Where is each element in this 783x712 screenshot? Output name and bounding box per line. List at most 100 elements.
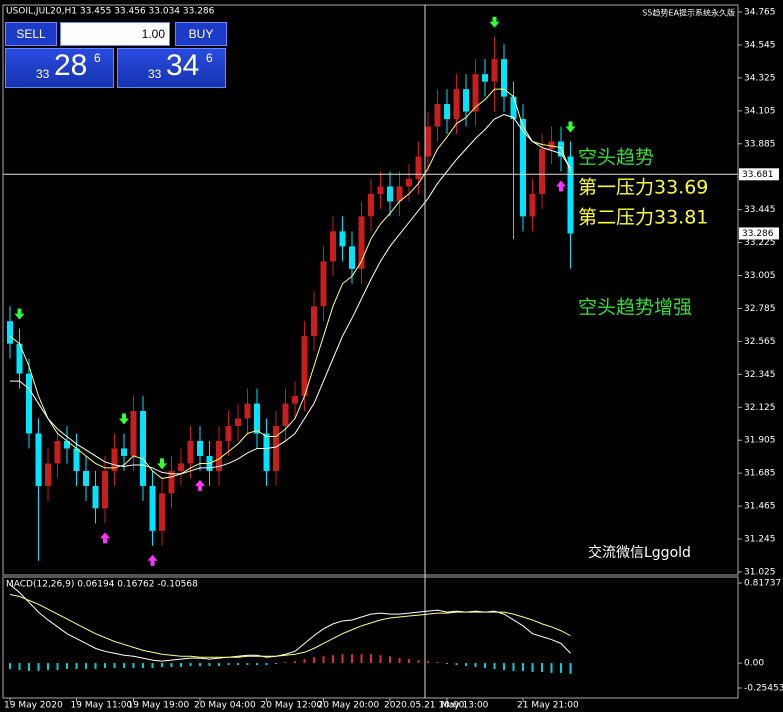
y-tick-label: 34.765 <box>744 8 776 18</box>
x-tick-label: May 13:00 <box>441 701 489 711</box>
candle-body <box>7 321 13 344</box>
y-tick-label: 31.685 <box>744 469 776 479</box>
candle-body <box>491 59 498 82</box>
candle-body <box>301 336 308 397</box>
y-tick-label: -0.25453 <box>744 684 783 694</box>
x-tick-label: 20 May 12:00 <box>261 701 323 711</box>
candle-body <box>64 440 70 449</box>
candle-body <box>567 156 574 234</box>
indicator-line <box>9 594 571 658</box>
candle-body <box>83 470 89 486</box>
x-tick-label: 20 May 20:00 <box>318 701 380 711</box>
price-big: 28 <box>54 49 88 82</box>
candle-body <box>396 186 403 202</box>
macd-frame <box>2 576 739 699</box>
y-tick-label: 0.00 <box>744 659 764 669</box>
candle-body <box>377 186 384 194</box>
sell-arrow <box>565 121 576 133</box>
x-tick-label: 19 May 2020 <box>4 701 63 711</box>
candle-body <box>520 119 526 217</box>
candle-body <box>368 193 374 217</box>
y-tick-label: 34.105 <box>744 106 776 116</box>
candle-body <box>529 193 536 217</box>
candle-body <box>121 448 127 456</box>
price-label-box <box>739 227 779 240</box>
candle-body <box>149 485 156 531</box>
price-label: 33.286 <box>742 229 774 239</box>
y-tick-label: 31.245 <box>744 535 776 545</box>
candle-body <box>35 433 42 486</box>
candle-body <box>102 470 108 509</box>
sell-button[interactable]: SELL <box>5 22 57 46</box>
candle-body <box>254 403 260 434</box>
y-tick-label: 33.445 <box>744 205 776 215</box>
buy-arrow <box>147 554 158 566</box>
candle-body <box>472 74 479 112</box>
macd-title: MACD(12,26,9) 0.06194 0.16762 -0.10568 <box>6 580 198 590</box>
x-tick-label: 19 May 19:00 <box>128 701 190 711</box>
candle-body <box>415 156 422 179</box>
candle-body <box>282 403 289 427</box>
buy-price[interactable]: 33 34 6 <box>117 48 226 88</box>
buy-arrow <box>556 180 566 192</box>
price-prefix: 33 <box>148 67 162 81</box>
candle-body <box>16 343 23 374</box>
candle-body <box>273 426 279 471</box>
y-tick-label: 32.785 <box>744 304 776 314</box>
candle-body <box>311 306 317 337</box>
price-sup: 6 <box>206 51 213 65</box>
candle-body <box>482 74 488 82</box>
candle-body <box>320 261 327 307</box>
candle-body <box>434 104 441 127</box>
y-tick-label: 33.005 <box>744 271 776 281</box>
annotation: 第一压力33.69 <box>578 177 708 199</box>
annotation: 第二压力33.81 <box>578 207 708 229</box>
candle-body <box>548 141 555 150</box>
indicator-line <box>10 114 571 475</box>
price-prefix: 33 <box>36 67 50 81</box>
x-tick-label: 2020.05.21 10:00 <box>384 701 465 711</box>
price-big: 34 <box>166 49 200 82</box>
y-tick-label: 31.465 <box>744 502 776 512</box>
annotation: 空头趋势 <box>578 147 654 169</box>
y-tick-label: 32.565 <box>744 337 776 347</box>
candle-body <box>425 126 431 157</box>
candle-body <box>178 463 184 471</box>
candle-body <box>539 149 545 194</box>
candle-body <box>159 493 165 531</box>
sell-arrow <box>489 16 500 28</box>
candle-body <box>130 411 137 456</box>
y-tick-label: 33.225 <box>744 238 776 248</box>
candle-body <box>510 96 517 120</box>
candle-body <box>225 426 232 441</box>
candle-body <box>358 216 365 269</box>
sell-arrow <box>14 308 25 320</box>
y-tick-label: 0.81737 <box>744 579 781 589</box>
candle-body <box>92 485 99 509</box>
buy-arrow <box>195 479 205 491</box>
candle-body <box>244 403 251 419</box>
buy-button[interactable]: BUY <box>175 22 227 46</box>
y-tick-label: 34.325 <box>744 73 776 83</box>
y-tick-label: 33.885 <box>744 139 776 149</box>
candle-body <box>216 440 222 471</box>
x-tick-label: 19 May 11:00 <box>71 701 133 711</box>
candle-body <box>453 89 460 120</box>
candle-body <box>387 186 393 202</box>
x-tick-label: 21 May 21:00 <box>517 701 579 711</box>
annotation: 空头趋势增强 <box>578 297 692 319</box>
lot-input[interactable]: 1.00 <box>60 22 170 46</box>
annotation: 交流微信Lggold <box>588 544 691 561</box>
candle-body <box>501 59 507 97</box>
sell-price[interactable]: 33 28 6 <box>5 48 114 88</box>
y-tick-label: 34.545 <box>744 40 776 50</box>
trade-panel: SELL 1.00 BUY 33 28 6 33 34 6 <box>5 22 227 88</box>
candle-body <box>54 440 61 464</box>
candle-body <box>558 141 564 157</box>
sell-arrow <box>119 413 129 425</box>
candle-body <box>45 463 51 486</box>
candle-body <box>187 440 194 464</box>
candle-body <box>406 178 412 187</box>
crosshair-label-box <box>739 168 779 181</box>
